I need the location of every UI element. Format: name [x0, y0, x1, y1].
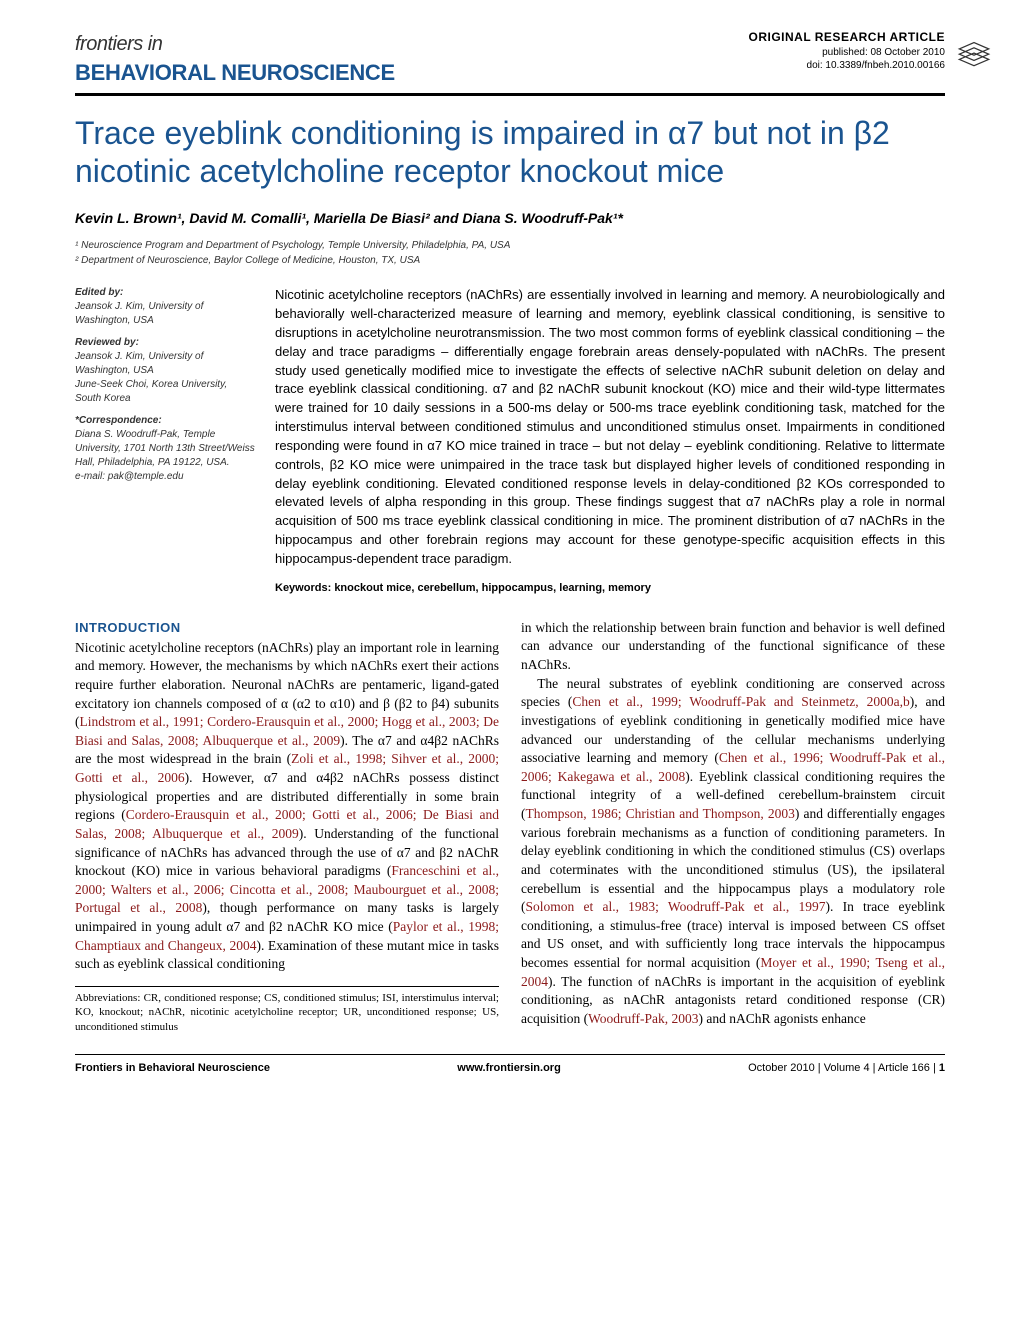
body-columns: INTRODUCTION Nicotinic acetylcholine rec…: [75, 619, 945, 1034]
affiliation-2: ² Department of Neuroscience, Baylor Col…: [75, 253, 945, 268]
abbreviations-block: Abbreviations: CR, conditioned response;…: [75, 986, 499, 1034]
footer-journal: Frontiers in Behavioral Neuroscience: [75, 1061, 270, 1076]
page-header: frontiers in BEHAVIORAL NEUROSCIENCE ORI…: [75, 30, 945, 96]
affiliations: ¹ Neuroscience Program and Department of…: [75, 238, 945, 268]
abstract-block: Nicotinic acetylcholine receptors (nAChR…: [275, 286, 945, 597]
header-meta-block: ORIGINAL RESEARCH ARTICLE published: 08 …: [748, 30, 945, 72]
footer-issue: October 2010 | Volume 4 | Article 166 | …: [748, 1061, 945, 1076]
section-heading-introduction: INTRODUCTION: [75, 619, 499, 637]
edited-by-label: Edited by:: [75, 286, 255, 300]
article-type: ORIGINAL RESEARCH ARTICLE: [748, 30, 945, 46]
abbreviations-text: Abbreviations: CR, conditioned response;…: [75, 992, 499, 1033]
keywords-label: Keywords:: [275, 582, 331, 594]
published-date: published: 08 October 2010: [748, 46, 945, 59]
abstract-text: Nicotinic acetylcholine receptors (nAChR…: [275, 286, 945, 569]
citation: Woodruff-Pak, 2003: [588, 1011, 698, 1026]
citation: Solomon et al., 1983; Woodruff-Pak et al…: [526, 899, 826, 914]
column-right: in which the relationship between brain …: [521, 619, 945, 1034]
footer-url: www.frontiersin.org: [457, 1061, 561, 1076]
header-journal-block: frontiers in BEHAVIORAL NEUROSCIENCE: [75, 30, 395, 89]
edited-by: Jeansok J. Kim, University of Washington…: [75, 300, 255, 328]
keywords-line: Keywords: knockout mice, cerebellum, hip…: [275, 581, 945, 597]
journal-name: BEHAVIORAL NEUROSCIENCE: [75, 58, 395, 89]
reviewed-by-2: June-Seek Choi, Korea University, South …: [75, 378, 255, 406]
page-footer: Frontiers in Behavioral Neuroscience www…: [75, 1054, 945, 1076]
article-meta-sidebar: Edited by: Jeansok J. Kim, University of…: [75, 286, 255, 597]
correspondence-label: *Correspondence:: [75, 414, 255, 428]
correspondence: Diana S. Woodruff-Pak, Temple University…: [75, 428, 255, 470]
book-stack-icon: [953, 30, 995, 72]
reviewed-by-label: Reviewed by:: [75, 336, 255, 350]
doi: doi: 10.3389/fnbeh.2010.00166: [748, 59, 945, 72]
article-title: Trace eyeblink conditioning is impaired …: [75, 114, 945, 191]
body-paragraph: in which the relationship between brain …: [521, 619, 945, 675]
citation: Chen et al., 1999; Woodruff-Pak and Stei…: [572, 694, 909, 709]
body-paragraph: The neural substrates of eyeblink condit…: [521, 675, 945, 1029]
citation: Thompson, 1986; Christian and Thompson, …: [526, 806, 795, 821]
column-left: INTRODUCTION Nicotinic acetylcholine rec…: [75, 619, 499, 1034]
keywords-text: knockout mice, cerebellum, hippocampus, …: [334, 582, 651, 594]
affiliation-1: ¹ Neuroscience Program and Department of…: [75, 238, 945, 253]
reviewed-by-1: Jeansok J. Kim, University of Washington…: [75, 350, 255, 378]
body-paragraph: Nicotinic acetylcholine receptors (nAChR…: [75, 639, 499, 974]
authors-line: Kevin L. Brown¹, David M. Comalli¹, Mari…: [75, 209, 945, 229]
publisher-name: frontiers in: [75, 30, 395, 58]
correspondence-email: e-mail: pak@temple.edu: [75, 470, 255, 484]
page-number: 1: [939, 1062, 945, 1074]
